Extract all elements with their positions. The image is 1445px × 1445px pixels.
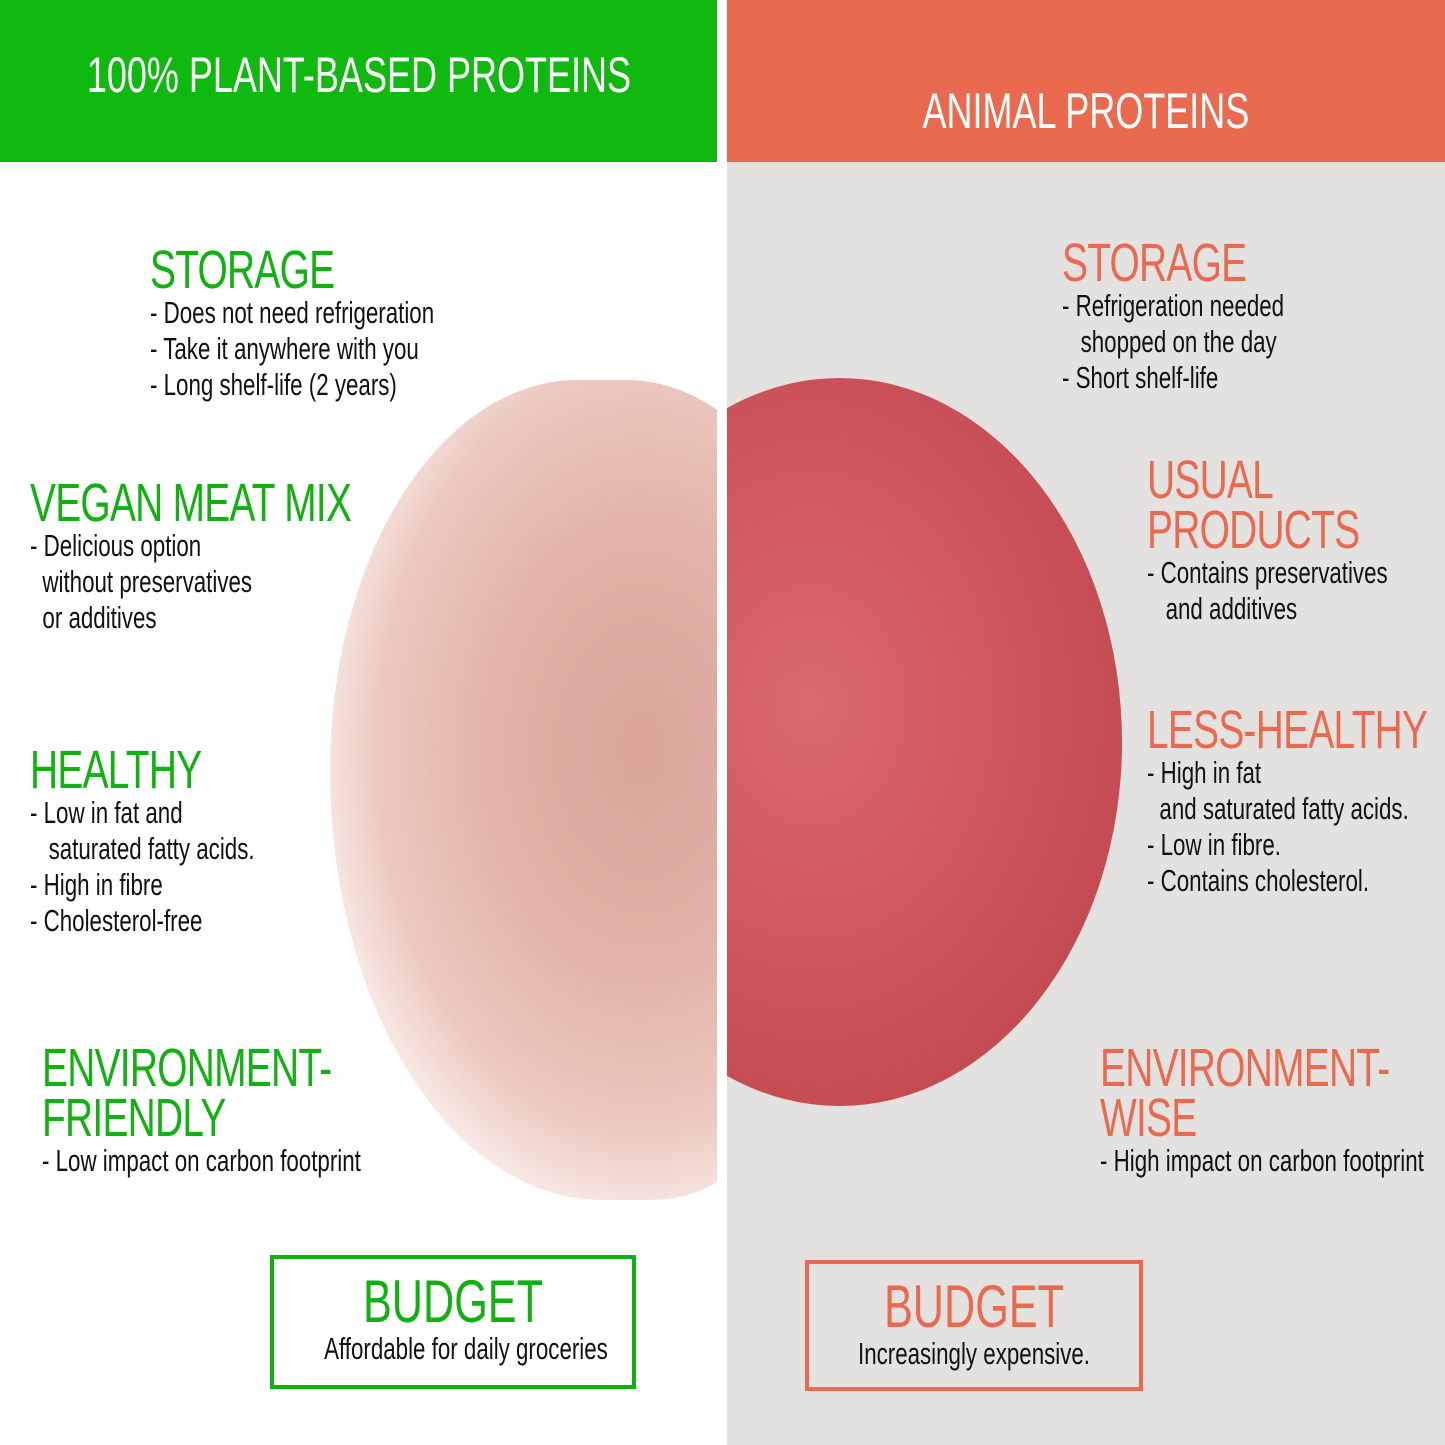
section-line: - High in fat (1147, 755, 1262, 790)
section-line: - High in fibre (30, 867, 163, 902)
section-title-line: WISE (1100, 1088, 1197, 1148)
section-line: - Refrigeration needed (1062, 288, 1285, 323)
section-title: STORAGE (150, 240, 434, 300)
meat-patty-image (727, 378, 1122, 1106)
section-line: - Contains cholesterol. (1147, 863, 1370, 898)
left-section-mix: VEGAN MEAT MIX - Delicious option without… (30, 473, 352, 636)
section-line: - Delicious option (30, 528, 202, 563)
left-section-environment: ENVIRONMENT- FRIENDLY - Low impact on carb… (42, 1038, 361, 1179)
section-title: ENVIRONMENT- WISE (1100, 1038, 1424, 1148)
section-line: - Does not need refrigeration (150, 295, 435, 330)
section-line: - Long shelf-life (2 years) (150, 367, 397, 402)
section-line: or additives (30, 600, 157, 635)
section-line: and saturated fatty acids. (1147, 791, 1409, 826)
plant-budget-box: BUDGET Affordable for daily groceries (270, 1255, 636, 1389)
section-title-line: HEALTHY (30, 740, 202, 800)
animal-header-title: ANIMAL PROTEINS (922, 83, 1250, 139)
section-line: - Take it anywhere with you (150, 331, 419, 366)
section-title: LESS-HEALTHY (1147, 700, 1428, 760)
plant-header: 100% PLANT-BASED PROTEINS (0, 0, 717, 162)
section-title-line: STORAGE (150, 240, 335, 300)
plant-budget-text: Affordable for daily groceries (324, 1331, 608, 1366)
section-title: STORAGE (1062, 233, 1284, 293)
section-title-line: LESS-HEALTHY (1147, 700, 1428, 760)
plant-header-title: 100% PLANT-BASED PROTEINS (86, 47, 631, 103)
section-title-line: VEGAN MEAT MIX (30, 473, 352, 533)
right-section-storage: STORAGE - Refrigeration needed shopped on… (1062, 233, 1285, 396)
animal-header: ANIMAL PROTEINS (727, 0, 1445, 162)
section-line: saturated fatty acids. (30, 831, 255, 866)
section-line: - High impact on carbon footprint (1100, 1143, 1424, 1178)
section-line: and additives (1147, 591, 1298, 626)
section-line: - Low in fat and (30, 795, 183, 830)
right-section-mix: USUAL PRODUCTS - Contains preservatives an… (1147, 450, 1388, 627)
right-section-health: LESS-HEALTHY - High in fat and saturated … (1147, 700, 1428, 899)
section-line: - Cholesterol-free (30, 903, 203, 938)
right-section-environment: ENVIRONMENT- WISE - High impact on carbon … (1100, 1038, 1424, 1179)
animal-budget-box: BUDGET Increasingly expensive. (805, 1260, 1143, 1391)
protein-powder-image (330, 380, 717, 1200)
animal-budget-text: Increasingly expensive. (857, 1336, 1090, 1371)
plant-budget-title: BUDGET (362, 1268, 544, 1335)
section-title-line: USUAL (1147, 450, 1274, 510)
section-line: - Low impact on carbon footprint (42, 1143, 361, 1178)
section-title: ENVIRONMENT- FRIENDLY (42, 1038, 361, 1148)
plant-image-area (0, 162, 717, 1445)
section-title-line: ENVIRONMENT- (1100, 1038, 1390, 1098)
section-line: shopped on the day (1062, 324, 1277, 359)
section-line: - Short shelf-life (1062, 360, 1219, 395)
section-title: VEGAN MEAT MIX (30, 473, 352, 533)
section-title: USUAL PRODUCTS (1147, 450, 1388, 560)
animal-budget-title: BUDGET (883, 1273, 1065, 1340)
section-line: - Contains preservatives (1147, 555, 1388, 590)
section-line: without preservatives (30, 564, 253, 599)
left-section-health: HEALTHY - Low in fat and saturated fatty … (30, 740, 255, 939)
section-title-line: ENVIRONMENT- (42, 1038, 332, 1098)
section-title-line: STORAGE (1062, 233, 1247, 293)
section-title: HEALTHY (30, 740, 255, 800)
animal-image-area (727, 162, 1445, 1445)
left-section-storage: STORAGE - Does not need refrigeration - Ta… (150, 240, 435, 403)
section-title-line: PRODUCTS (1147, 500, 1360, 560)
section-title-line: FRIENDLY (42, 1088, 226, 1148)
section-line: - Low in fibre. (1147, 827, 1281, 862)
